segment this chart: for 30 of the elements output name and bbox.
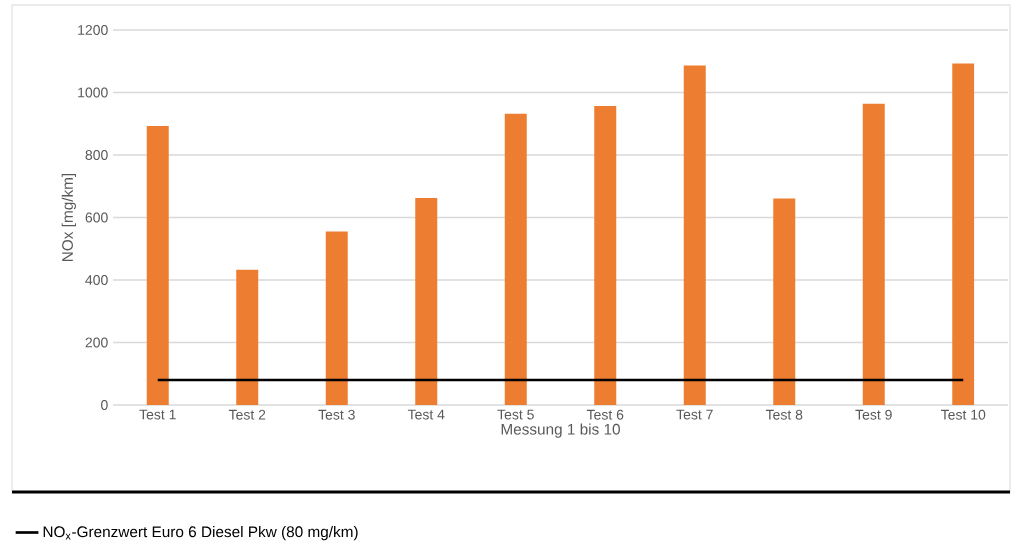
legend-label: NO$_{x}$-Grenzwert Euro 6 Diesel Pkw (80 mg/km)	[43, 525, 358, 541]
bar	[594, 105, 617, 405]
y-tick-label: 200	[85, 337, 108, 348]
x-tick-label: Test 5	[497, 409, 534, 420]
x-axis-title: Messung 1 bis 10	[501, 423, 620, 438]
x-tick-label: Test 4	[407, 409, 445, 420]
y-tick-label: 400	[85, 275, 108, 285]
x-tick-label: Test 1	[139, 409, 176, 420]
x-tick-label: Test 9	[855, 409, 892, 420]
bar	[683, 65, 706, 405]
bar	[952, 63, 975, 405]
x-tick-label: Test 6	[586, 409, 624, 420]
x-tick-label: Test 2	[228, 409, 266, 420]
y-tick-label: 600	[85, 212, 108, 223]
y-tick-label: 800	[85, 150, 108, 160]
y-tick-label: 1200	[78, 25, 108, 35]
x-tick-label: Test 10	[941, 409, 986, 420]
bar	[236, 269, 259, 405]
bar	[415, 198, 438, 405]
y-axis-title: NOx [mg/km]	[61, 173, 76, 261]
bar	[504, 113, 527, 405]
bar	[773, 198, 796, 405]
y-tick-label: 1000	[78, 87, 108, 98]
x-tick-label: Test 8	[765, 409, 803, 420]
x-tick-label: Test 7	[676, 409, 713, 420]
x-tick-label: Test 3	[318, 409, 355, 420]
y-tick-label: 0	[101, 400, 108, 410]
bar	[325, 231, 348, 405]
bar	[146, 125, 169, 405]
bar	[862, 103, 885, 405]
